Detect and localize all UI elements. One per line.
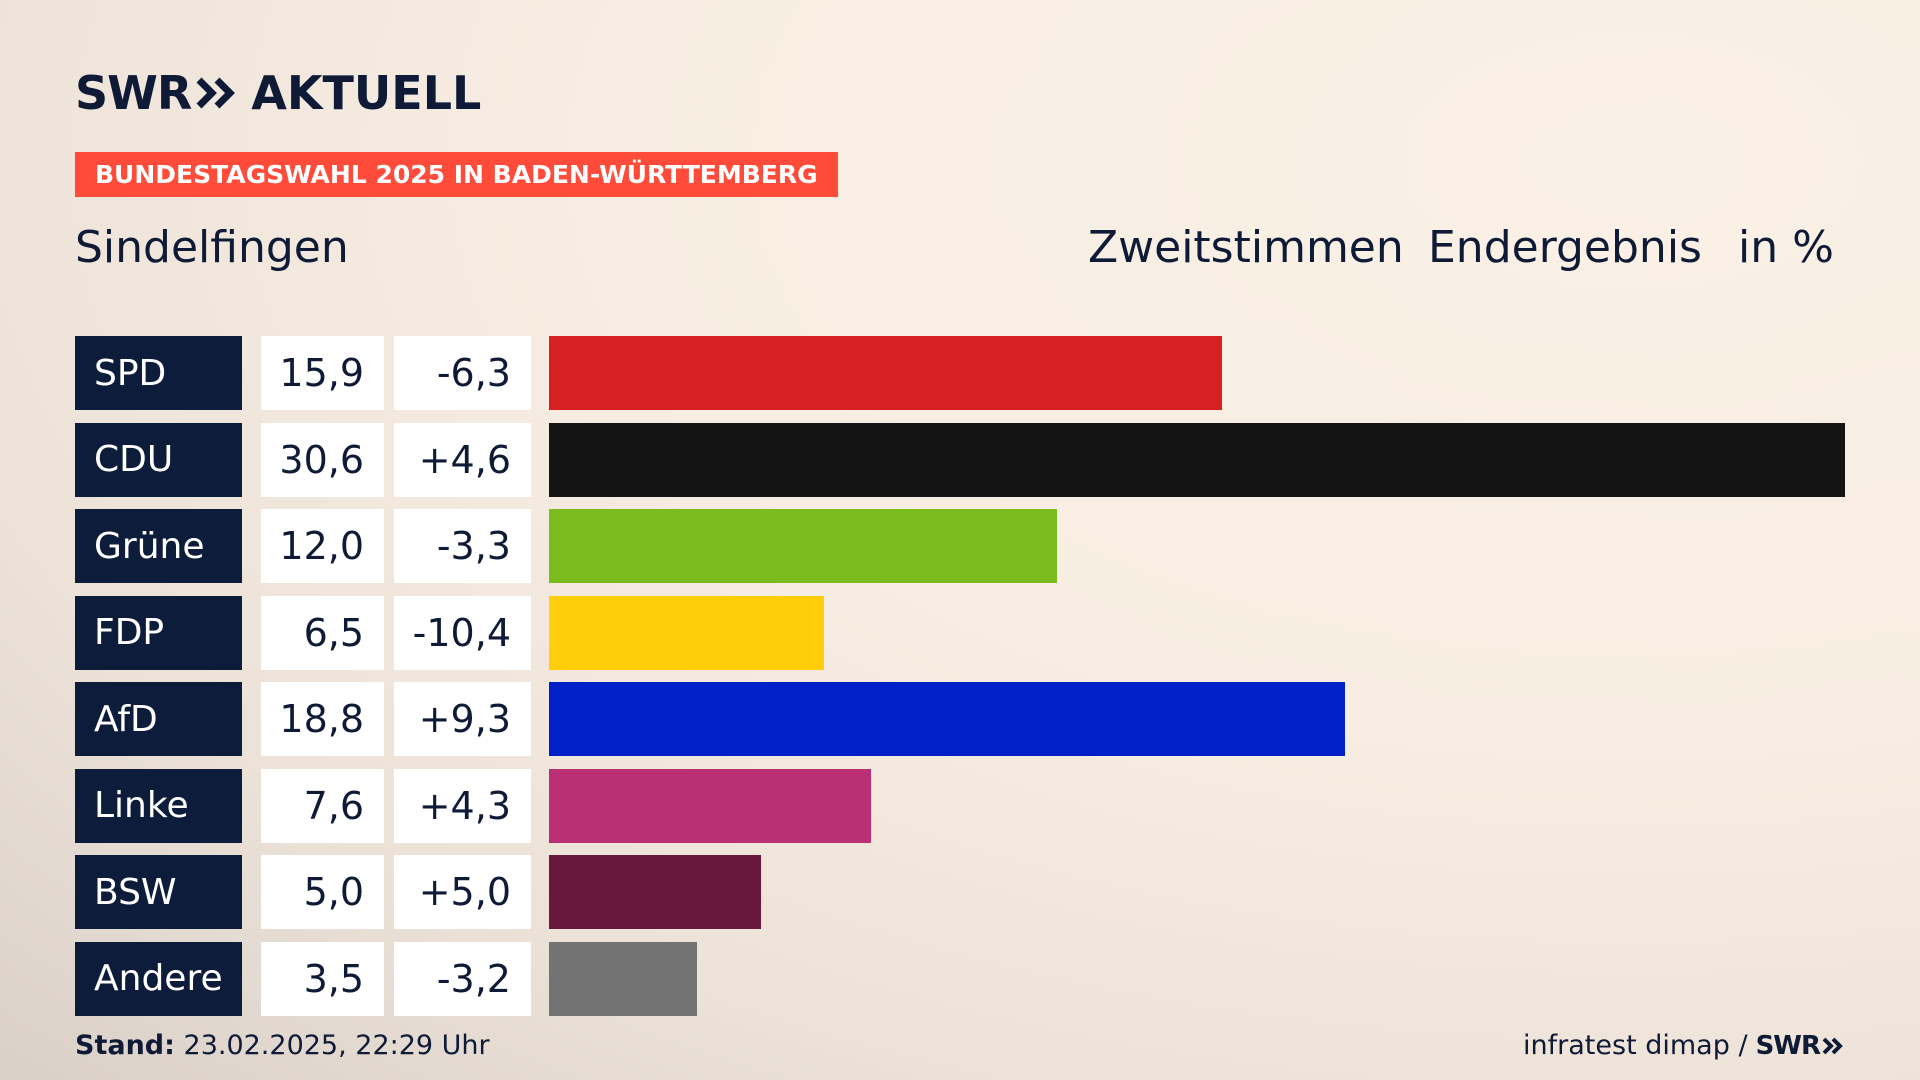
result-status-label: Endergebnis [1428,222,1702,273]
vote-change-value: +4,3 [394,768,531,843]
vote-share-bar [549,509,1058,583]
vote-change-value: -10,4 [394,595,531,670]
vote-share-value: 7,6 [261,768,384,843]
vote-share-value: 15,9 [261,336,384,410]
vote-share-value: 18,8 [261,682,384,756]
party-label: SPD [75,336,242,410]
result-row: Grüne 12,0 -3,3 [75,509,1845,583]
result-row: AfD 18,8 +9,3 [75,682,1845,756]
party-label: AfD [75,682,242,756]
stand-value: 23.02.2025, 22:29 Uhr [183,1030,490,1061]
result-row: BSW 5,0 +5,0 [75,855,1845,929]
footer-swr-logo: SWR [1755,1030,1821,1061]
party-label: CDU [75,422,242,497]
result-row: CDU 30,6 +4,6 [75,422,1845,497]
result-row: FDP 6,5 -10,4 [75,595,1845,670]
source-text: infratest dimap / [1523,1030,1748,1061]
party-label: Andere [75,941,242,1016]
vote-share-value: 6,5 [261,595,384,670]
vote-change-value: -6,3 [394,336,531,410]
swr-aktuell-logo: SWR AKTUELL [75,66,482,120]
stand-label: Stand: [75,1030,175,1061]
party-label: Linke [75,768,242,843]
party-label: BSW [75,855,242,929]
vote-share-value: 5,0 [261,855,384,929]
result-row: Linke 7,6 +4,3 [75,768,1845,843]
vote-change-value: +9,3 [394,682,531,756]
election-banner: BUNDESTAGSWAHL 2025 IN BADEN-WÜRTTEMBERG [75,152,838,197]
source-credit: infratest dimap / SWR [1523,1030,1844,1061]
vote-change-value: -3,3 [394,509,531,583]
vote-share-bar [549,422,1845,497]
vote-change-value: -3,2 [394,941,531,1016]
logo-aktuell-text: AKTUELL [251,66,482,120]
vote-share-value: 12,0 [261,509,384,583]
logo-swr-text: SWR [75,66,192,120]
vote-change-value: +4,6 [394,422,531,497]
timestamp: Stand: 23.02.2025, 22:29 Uhr [75,1030,490,1061]
vote-share-value: 30,6 [261,422,384,497]
result-row: Andere 3,5 -3,2 [75,941,1845,1016]
result-row: SPD 15,9 -6,3 [75,336,1845,410]
party-label: Grüne [75,509,242,583]
vote-share-bar [549,336,1223,410]
vote-share-bar [549,768,871,843]
vote-share-bar [549,595,825,670]
vote-share-bar [549,682,1346,756]
constituency-title: Sindelfingen [75,222,349,273]
party-label: FDP [75,595,242,670]
double-chevron-icon [196,77,236,109]
double-chevron-icon [1822,1037,1843,1054]
unit-label: in % [1738,222,1834,273]
vote-share-bar [549,855,761,929]
vote-share-value: 3,5 [261,941,384,1016]
vote-change-value: +5,0 [394,855,531,929]
vote-share-bar [549,941,698,1016]
vote-type-label: Zweitstimmen [1088,222,1404,273]
